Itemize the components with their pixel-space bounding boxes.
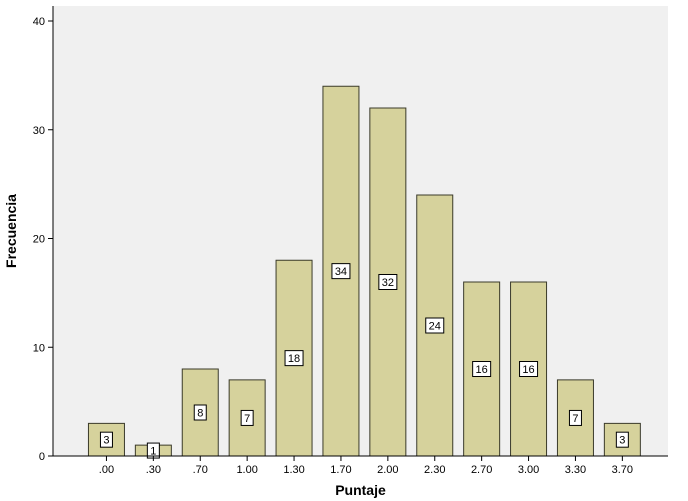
x-tick-label: 3.00 xyxy=(518,464,539,476)
y-tick-label: 20 xyxy=(33,234,45,246)
data-label: 16 xyxy=(522,364,534,376)
data-label-box xyxy=(425,317,445,334)
data-label: 16 xyxy=(476,364,488,376)
data-label-box xyxy=(378,274,398,290)
y-tick-label: 10 xyxy=(33,342,45,354)
x-tick-label: 1.70 xyxy=(330,464,351,476)
y-tick-label: 0 xyxy=(39,451,45,463)
data-label-box xyxy=(240,409,254,426)
data-label-box xyxy=(331,263,351,280)
data-label-box xyxy=(568,409,582,426)
x-tick-label: 2.30 xyxy=(424,464,445,476)
data-label-box xyxy=(284,350,304,367)
x-tick-label: 1.30 xyxy=(283,464,304,476)
x-tick-label: 3.70 xyxy=(612,464,633,476)
data-label-box xyxy=(472,361,492,377)
y-axis: 0 10 20 30 40 xyxy=(33,6,54,463)
y-tick-label: 40 xyxy=(33,16,45,28)
x-tick-label: 2.00 xyxy=(377,464,398,476)
x-tick-label: 3.30 xyxy=(565,464,586,476)
data-label-box xyxy=(519,361,539,377)
x-tick-label: .30 xyxy=(146,464,161,476)
x-tick-label: .00 xyxy=(99,464,114,476)
data-label: 7 xyxy=(244,413,250,425)
x-axis: .00 .30 .70 1.00 1.30 1.70 2.00 2.30 2.70 3.00 3.3… xyxy=(53,455,668,476)
data-label: 24 xyxy=(429,321,441,333)
x-tick-label: .70 xyxy=(193,464,208,476)
data-label: 18 xyxy=(288,353,300,365)
data-label: 3 xyxy=(103,435,109,447)
data-label-box xyxy=(99,431,113,448)
y-tick-label: 30 xyxy=(33,125,45,137)
data-label: 32 xyxy=(382,277,394,289)
data-label: 3 xyxy=(619,435,625,447)
x-tick-label: 2.70 xyxy=(471,464,492,476)
data-label: 1 xyxy=(150,446,156,458)
x-tick-label: 1.00 xyxy=(236,464,257,476)
data-label: 8 xyxy=(197,408,203,420)
x-axis-title: Puntaje xyxy=(335,482,386,498)
data-label-box xyxy=(193,404,207,421)
data-label-box xyxy=(615,431,629,448)
data-label: 7 xyxy=(572,413,578,425)
y-axis-title: Frecuencia xyxy=(3,194,19,268)
data-label: 34 xyxy=(335,266,347,278)
